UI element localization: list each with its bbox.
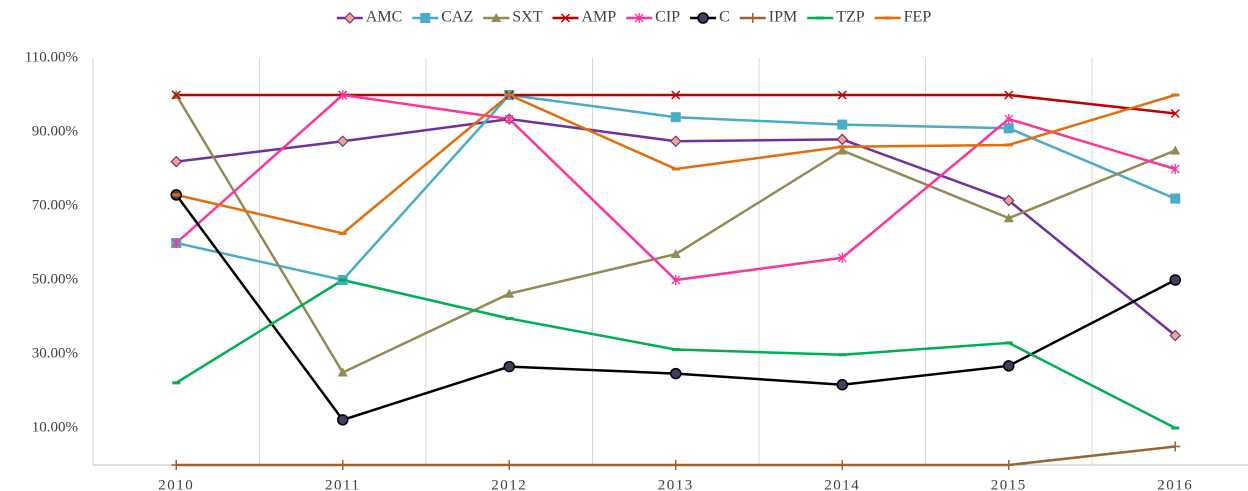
marker xyxy=(1003,460,1014,470)
marker xyxy=(1170,164,1180,174)
marker xyxy=(171,90,181,100)
marker xyxy=(338,90,348,100)
marker xyxy=(1003,360,1015,372)
marker xyxy=(504,114,514,125)
marker xyxy=(560,13,570,23)
marker xyxy=(1169,274,1181,286)
marker xyxy=(1169,329,1182,342)
y-tick-label: 90.00% xyxy=(32,123,78,139)
marker xyxy=(670,367,682,380)
x-tick-label: 2014 xyxy=(824,477,860,491)
marker xyxy=(670,460,681,470)
series-line xyxy=(175,278,1176,430)
marker xyxy=(1170,145,1181,155)
marker xyxy=(1004,114,1014,125)
legend-label: C xyxy=(719,9,730,26)
marker xyxy=(337,367,348,377)
marker xyxy=(697,12,709,24)
marker xyxy=(836,133,849,146)
x-tick-label: 2015 xyxy=(991,477,1027,491)
x-tick-label: 2010 xyxy=(158,477,194,491)
marker xyxy=(837,119,848,130)
y-tick-label: 10.00% xyxy=(32,419,78,435)
marker xyxy=(1003,213,1014,223)
legend-label: IPM xyxy=(769,9,797,26)
marker xyxy=(670,249,681,259)
marker xyxy=(343,12,356,24)
y-tick-label: 70.00% xyxy=(32,197,78,213)
marker xyxy=(837,252,847,263)
legend-label: CAZ xyxy=(441,9,473,26)
marker xyxy=(836,378,848,391)
marker xyxy=(491,13,502,22)
series-line xyxy=(176,117,1177,337)
legend-label: SXT xyxy=(512,9,542,26)
marker xyxy=(671,90,681,100)
legend-label: AMC xyxy=(366,9,402,26)
legend: AMC CAZ SXT AMP CIP C IPM TZP FEP xyxy=(336,9,932,26)
marker xyxy=(170,155,183,168)
marker xyxy=(837,145,848,155)
y-tick-label: 30.00% xyxy=(32,345,78,361)
legend-label: FEP xyxy=(904,9,932,26)
y-tick-label: 110.00% xyxy=(25,49,78,65)
marker xyxy=(504,460,515,470)
marker xyxy=(634,13,644,23)
marker xyxy=(1170,108,1180,119)
x-tick-label: 2011 xyxy=(325,477,360,491)
marker xyxy=(420,13,431,23)
marker xyxy=(337,414,349,426)
legend-label: CIP xyxy=(655,9,680,26)
x-tick-label: 2013 xyxy=(658,477,694,491)
marker xyxy=(669,135,682,148)
marker xyxy=(1170,193,1181,204)
marker xyxy=(747,13,758,23)
legend-label: TZP xyxy=(836,9,865,26)
marker xyxy=(671,275,681,285)
x-tick-label: 2012 xyxy=(491,477,527,491)
marker xyxy=(503,360,515,373)
marker xyxy=(1003,123,1014,134)
y-tick-label: 50.00% xyxy=(32,271,78,287)
marker xyxy=(1002,194,1015,207)
marker xyxy=(1004,90,1014,100)
marker xyxy=(1170,441,1181,452)
marker xyxy=(336,135,349,148)
marker xyxy=(670,112,681,123)
marker xyxy=(171,460,182,470)
marker xyxy=(171,238,181,248)
marker xyxy=(837,90,847,100)
marker xyxy=(837,460,848,470)
marker xyxy=(337,460,348,470)
marker xyxy=(504,288,515,298)
legend-label: AMP xyxy=(581,9,616,26)
x-tick-label: 2016 xyxy=(1157,477,1193,491)
